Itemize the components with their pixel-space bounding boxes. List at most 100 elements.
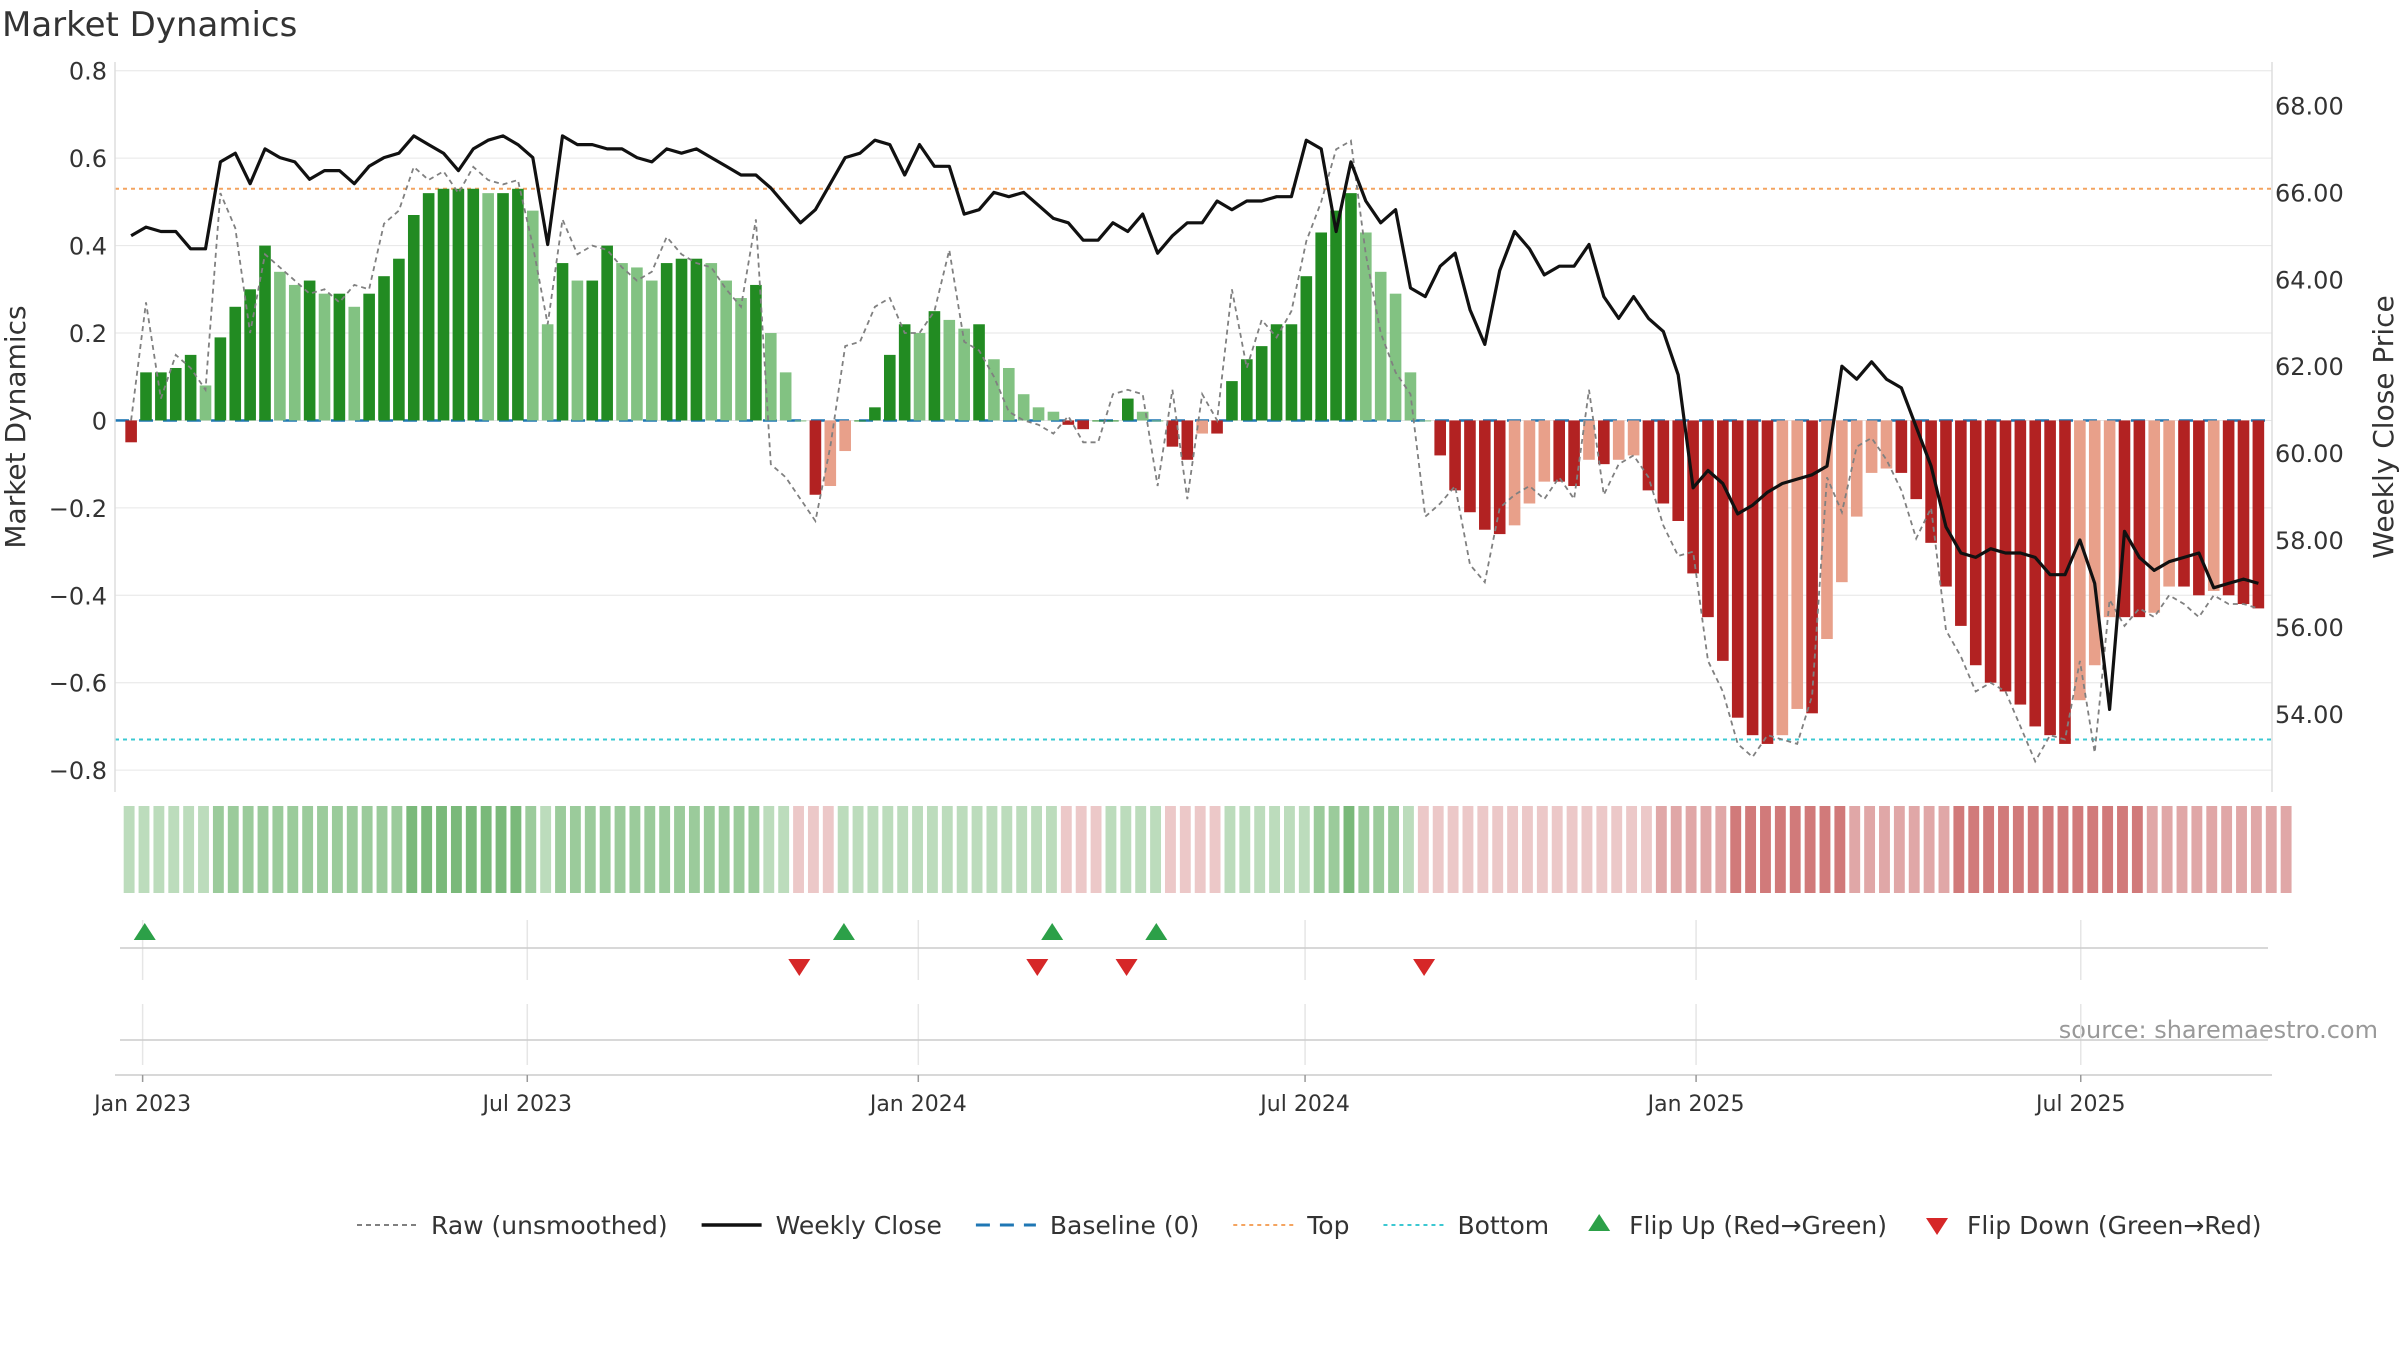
- strip-cell: [1893, 806, 1905, 893]
- smoothed-bar: [735, 298, 747, 421]
- smoothed-bar: [1479, 420, 1491, 530]
- strip-cell: [688, 806, 700, 893]
- smoothed-bar: [393, 258, 405, 421]
- smoothed-bar: [1226, 381, 1238, 421]
- legend-label-top: Top: [1306, 1211, 1349, 1240]
- strip-cell: [822, 806, 834, 893]
- strip-cell: [1641, 806, 1652, 893]
- y2-tick-label: 58.00: [2275, 527, 2344, 555]
- smoothed-bar: [913, 333, 926, 421]
- weekly-close-line: [130, 134, 2259, 712]
- strip-cell: [584, 806, 596, 893]
- strip-cell: [242, 806, 254, 893]
- strip-cell: [1536, 806, 1548, 893]
- strip-cell: [361, 806, 373, 893]
- strip-cell: [1953, 806, 1965, 893]
- smoothed-bar: [169, 367, 182, 421]
- strip-cell: [525, 806, 537, 893]
- smoothed-bar: [214, 337, 227, 421]
- smoothed-bar: [363, 293, 375, 421]
- strip-cell: [1105, 806, 1117, 893]
- strip-cell: [1908, 806, 1920, 893]
- smoothed-bar: [407, 214, 420, 421]
- y-tick-label: 0: [92, 407, 107, 435]
- smoothed-bar: [1077, 420, 1089, 430]
- strip-cell: [1834, 806, 1846, 893]
- legend-label-flip_up: Flip Up (Red→Green): [1629, 1211, 1887, 1240]
- smoothed-bar: [333, 293, 346, 421]
- smoothed-bar: [1285, 324, 1298, 421]
- smoothed-bar: [1017, 394, 1030, 421]
- strip-cell: [912, 806, 923, 893]
- strip-cell: [629, 806, 641, 893]
- strip-cell: [406, 806, 418, 893]
- smoothed-bar: [1300, 276, 1313, 421]
- smoothed-bar: [1761, 420, 1774, 744]
- y2-tick-label: 54.00: [2275, 701, 2344, 729]
- smoothed-bar: [794, 420, 807, 422]
- strip-cell: [1745, 806, 1757, 893]
- strip-cell: [1209, 806, 1221, 893]
- smoothed-bar: [1612, 420, 1625, 460]
- smoothed-bar: [1955, 420, 1967, 626]
- strip-cell: [2072, 806, 2084, 893]
- smoothed-bar: [1523, 420, 1536, 504]
- smoothed-bar: [988, 359, 1000, 421]
- smoothed-bar: [958, 328, 970, 421]
- smoothed-bar: [1984, 420, 1997, 683]
- smoothed-bar: [1583, 420, 1595, 460]
- smoothed-bar: [184, 354, 197, 421]
- axes: 0.8 0.6 0.4 0.2 0 −0.2 −0.4 −0.6 −0.8 68.00 66.00 6…: [49, 58, 2344, 792]
- smoothed-bar: [1181, 420, 1194, 460]
- strip-cell: [1700, 806, 1712, 893]
- smoothed-bar: [1136, 411, 1149, 421]
- strip-cell: [1581, 806, 1593, 893]
- smoothed-bar: [1508, 420, 1521, 526]
- smoothed-bar: [1925, 420, 1937, 543]
- smoothed-bar: [1449, 420, 1461, 491]
- x-tick-label: Jan 2024: [868, 1092, 967, 1117]
- strip-cell: [421, 806, 433, 893]
- strip-cell: [1224, 806, 1236, 893]
- smoothed-bar: [1330, 210, 1342, 421]
- smoothed-bar: [259, 245, 271, 421]
- smoothed-bar: [2029, 420, 2042, 727]
- legend[interactable]: Raw (unsmoothed) Weekly Close Baseline (0)…: [357, 1211, 2262, 1240]
- strip-cell: [1031, 806, 1042, 893]
- legend-label-close: Weekly Close: [776, 1211, 942, 1240]
- smoothed-bar: [2014, 420, 2027, 705]
- smoothed-bar: [1806, 420, 1818, 714]
- smoothed-bar: [824, 420, 837, 487]
- strip-cell: [897, 806, 909, 893]
- smoothed-bar: [1940, 420, 1952, 587]
- smoothed-bar: [720, 280, 732, 421]
- strip-cell: [346, 806, 358, 893]
- smoothed-bar: [1211, 420, 1223, 434]
- smoothed-bar: [140, 372, 152, 421]
- strip-cell: [540, 806, 552, 893]
- smoothed-bar: [1464, 420, 1476, 513]
- smoothed-bar: [2059, 420, 2071, 744]
- regime-color-strip: [123, 806, 2292, 893]
- strip-cell: [569, 806, 581, 893]
- strip-cell: [2191, 806, 2203, 893]
- strip-cell: [1715, 806, 1727, 893]
- smoothed-bar: [348, 306, 361, 421]
- smoothed-bar: [1538, 420, 1551, 482]
- strip-cell: [644, 806, 656, 893]
- smoothed-bar: [1255, 346, 1268, 421]
- strip-cell: [733, 806, 745, 893]
- smoothed-bar: [541, 324, 554, 421]
- smoothed-bar: [571, 280, 584, 421]
- y2-axis-label: Weekly Close Price: [2367, 295, 2400, 558]
- smoothed-bar: [125, 420, 137, 443]
- strip-cell: [1655, 806, 1667, 893]
- raw-series-group: [130, 139, 2259, 764]
- smoothed-bar: [1746, 420, 1759, 736]
- smoothed-bar: [1122, 398, 1134, 421]
- smoothed-bar: [645, 280, 658, 421]
- smoothed-bar: [2207, 420, 2220, 591]
- smoothed-bar: [1642, 420, 1655, 491]
